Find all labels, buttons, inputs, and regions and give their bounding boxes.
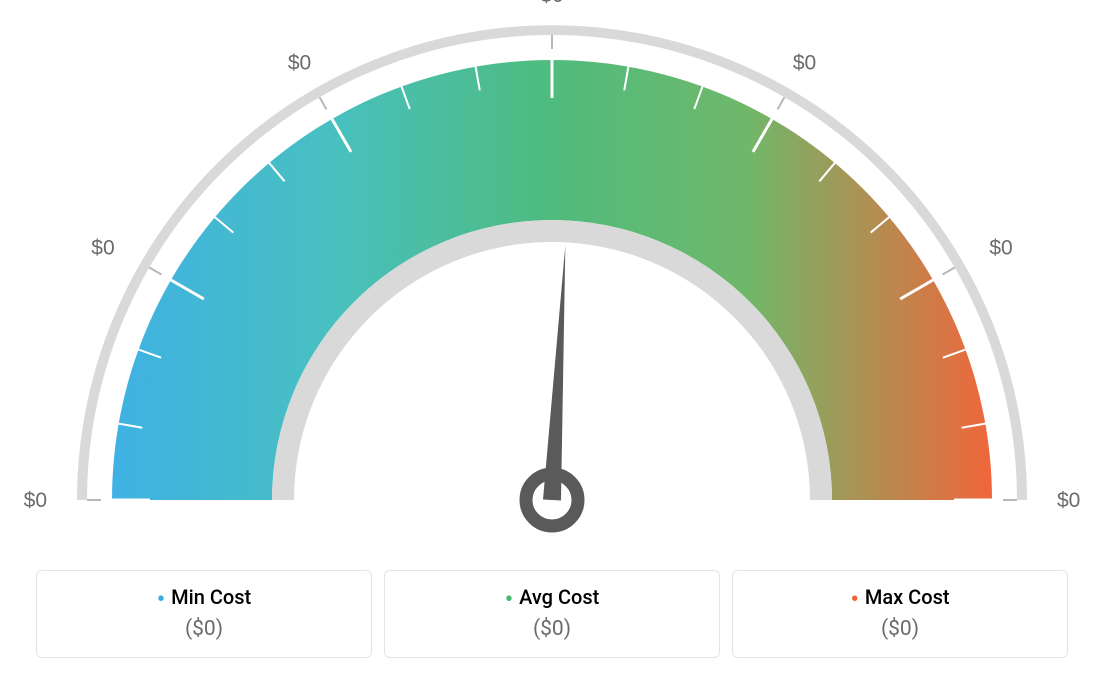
legend-title-avg: •Avg Cost — [385, 585, 719, 609]
gauge-label: $0 — [91, 237, 114, 260]
legend-label: Max Cost — [865, 585, 950, 609]
gauge-svg: $0 $0 $0 $0 $0 $0 $0 — [0, 0, 1104, 560]
legend-value-avg: ($0) — [385, 617, 719, 641]
legend-label: Avg Cost — [519, 585, 599, 609]
legend-title-min: •Min Cost — [37, 585, 371, 609]
legend-card-avg: •Avg Cost ($0) — [384, 570, 720, 658]
gauge-label: $0 — [793, 52, 816, 75]
legend-label: Min Cost — [171, 585, 251, 609]
gauge-label: $0 — [540, 0, 563, 7]
gauge-label: $0 — [288, 52, 311, 75]
gauge-label: $0 — [1057, 489, 1080, 512]
legend-card-min: •Min Cost ($0) — [36, 570, 372, 658]
legend-value-max: ($0) — [733, 617, 1067, 641]
legend-value-min: ($0) — [37, 617, 371, 641]
dot-icon: • — [157, 585, 165, 613]
gauge-label: $0 — [989, 237, 1012, 260]
dot-icon: • — [505, 585, 513, 613]
dot-icon: • — [850, 585, 858, 613]
legend-card-max: •Max Cost ($0) — [732, 570, 1068, 658]
gauge-chart: $0 $0 $0 $0 $0 $0 $0 — [0, 0, 1104, 560]
legend-row: •Min Cost ($0) •Avg Cost ($0) •Max Cost … — [0, 570, 1104, 658]
legend-title-max: •Max Cost — [733, 585, 1067, 609]
gauge-label: $0 — [24, 489, 47, 512]
